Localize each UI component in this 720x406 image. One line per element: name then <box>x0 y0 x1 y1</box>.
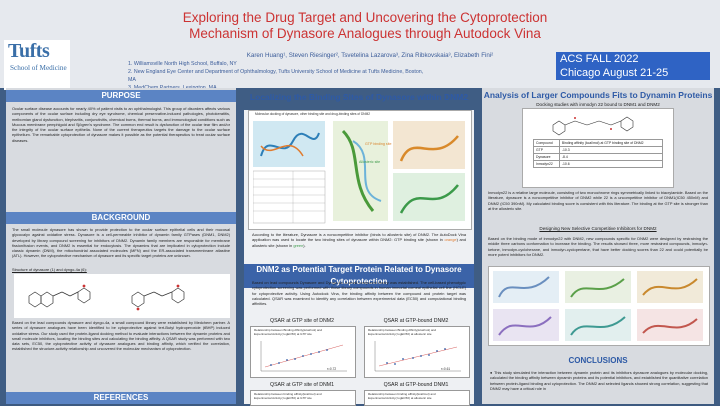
plot-1-r: r=0.72 <box>327 367 337 371</box>
poster-title: Exploring the Drug Target and Uncovering… <box>182 10 548 41</box>
plot-2-r: r=0.61 <box>441 367 451 371</box>
affiliation-2: 2. New England Eye Center and Department… <box>128 69 424 83</box>
right-column: Analysis of Larger Compounds Fits to Dyn… <box>482 88 714 404</box>
conference-name: ACS FALL 2022 <box>560 53 639 65</box>
binding-text-a: According to the literature, Dynasore is… <box>252 232 466 243</box>
plot-2-scatter <box>374 341 461 372</box>
allosteric-site-label: Allosteric site <box>359 160 381 164</box>
binding-text-c: ). <box>303 242 306 248</box>
binding-text-orange: orange <box>444 237 457 243</box>
table-cell: -10.3 <box>558 146 664 154</box>
table-cell: Dynasore <box>533 153 560 161</box>
binding-table: Compound Binding affinity (kcal/mol) at … <box>533 139 664 168</box>
plot-2-title: QSAR at GTP-bound DNM2 <box>383 318 449 324</box>
background-text-2: Based on the lead compounds dynasore and… <box>12 320 230 352</box>
designed-compounds-images <box>493 271 703 341</box>
left-column: PURPOSE Ocular surface disease accounts … <box>6 88 236 404</box>
target-heading: DNM2 as Potential Target Protein Related… <box>244 264 474 288</box>
table-cell: Inmodyn22 <box>533 160 560 168</box>
plot-2-subtitle: Relationship between Binding Affinity(kc… <box>368 328 436 336</box>
plot-1-scatter <box>260 341 347 372</box>
middle-column: Molecular docking of dynasore, other bin… <box>244 110 474 406</box>
docking-figure: Compound Binding affinity (kcal/mol) at … <box>522 108 674 188</box>
affiliation-1: 1. Williamsville North High School, Buff… <box>128 61 237 67</box>
background-heading: BACKGROUND <box>6 212 236 224</box>
design-text: Based on the binding mode of inmodyn22 w… <box>488 236 708 257</box>
plot-2: Relationship between Binding Affinity(kc… <box>364 326 470 378</box>
binding-site-images <box>253 121 465 224</box>
structure-caption: Structure of dynasore (1) and dyngo-4a (… <box>12 267 87 272</box>
chemical-structures-figure <box>14 274 230 318</box>
conference-badge: ACS FALL 2022 Chicago August 21-25 <box>556 52 710 80</box>
header: Exploring the Drug Target and Uncovering… <box>0 0 720 91</box>
table-cell: GTP <box>533 146 560 154</box>
binding-figure: Molecular docking of dynasore, other bin… <box>248 110 472 230</box>
background-text: The small molecule dynasore has shown to… <box>12 227 230 259</box>
table-cell: -10.6 <box>558 160 664 168</box>
inmodyn-structure <box>552 116 634 136</box>
purpose-text: Ocular surface disease accounts for near… <box>12 106 230 143</box>
larger-heading: Analysis of Larger Compounds Fits to Dyn… <box>483 90 713 100</box>
table-row: GTP -10.3 <box>533 146 664 154</box>
logo-sub: School of Medicine <box>10 64 67 72</box>
binding-text-green: green <box>293 242 304 248</box>
tufts-logo: Tufts School of Medicine <box>4 40 70 90</box>
logo-name: Tufts <box>8 40 50 62</box>
plot-1: Relationship between Binding Affinity(kc… <box>250 326 356 378</box>
target-text: Based on lead compounds Dynasore and Dyn… <box>252 280 466 307</box>
binding-heading: Localizing the Binding Sites of Dynasore… <box>249 92 469 102</box>
table-header: Binding affinity (kcal/mol) at GTP bindi… <box>558 139 664 147</box>
plot-3-subtitle: Relationship between binding affinity(kc… <box>254 392 322 400</box>
plot-4: Relationship between binding affinity(kc… <box>364 390 470 406</box>
binding-figure-caption: Molecular docking of dynasore, other bin… <box>255 112 370 116</box>
conclusions-text: ● This study simulated the interaction b… <box>490 370 708 391</box>
table-cell: -8.4 <box>558 153 664 161</box>
binding-text: According to the literature, Dynasore is… <box>252 232 466 248</box>
conference-location: Chicago August 21-25 <box>560 67 669 79</box>
conclusions-heading: CONCLUSIONS <box>568 356 628 365</box>
plot-4-title: QSAR at GTP-bound DNM1 <box>383 382 449 388</box>
table-row: Dynasore -8.4 <box>533 153 664 161</box>
plot-1-title: QSAR at GTP site of DNM2 <box>270 318 334 324</box>
larger-text: Inmodyn22 is a relative large molecule, … <box>488 190 708 211</box>
plot-1-subtitle: Relationship between Binding Affinity(kc… <box>254 328 322 336</box>
table-row: Inmodyn22 -10.6 <box>533 160 664 168</box>
authors: Karen Huang¹, Steven Riesinger², Tsvetel… <box>246 52 494 59</box>
gtp-site-label: GTP binding site <box>365 142 392 146</box>
designed-compounds-figure <box>488 266 710 346</box>
docking-caption: Docking studies with inmodyn 22 bound to… <box>536 102 660 107</box>
plot-4-subtitle: Relationship between binding affinity(kc… <box>368 392 436 400</box>
table-header: Compound <box>533 139 560 147</box>
references-heading: REFERENCES <box>6 392 236 404</box>
design-title: Designing New Selective Competitive Inhi… <box>539 226 657 231</box>
purpose-heading: PURPOSE <box>6 90 236 102</box>
table-header-row: Compound Binding affinity (kcal/mol) at … <box>533 139 664 147</box>
plot-3-title: QSAR at GTP site of DNM1 <box>270 382 334 388</box>
conclusions-body: This study simulated the interaction bet… <box>490 370 708 391</box>
bullet-icon: ● <box>490 370 494 375</box>
binding-text-b: ) and allosteric site (shown in <box>252 237 466 248</box>
